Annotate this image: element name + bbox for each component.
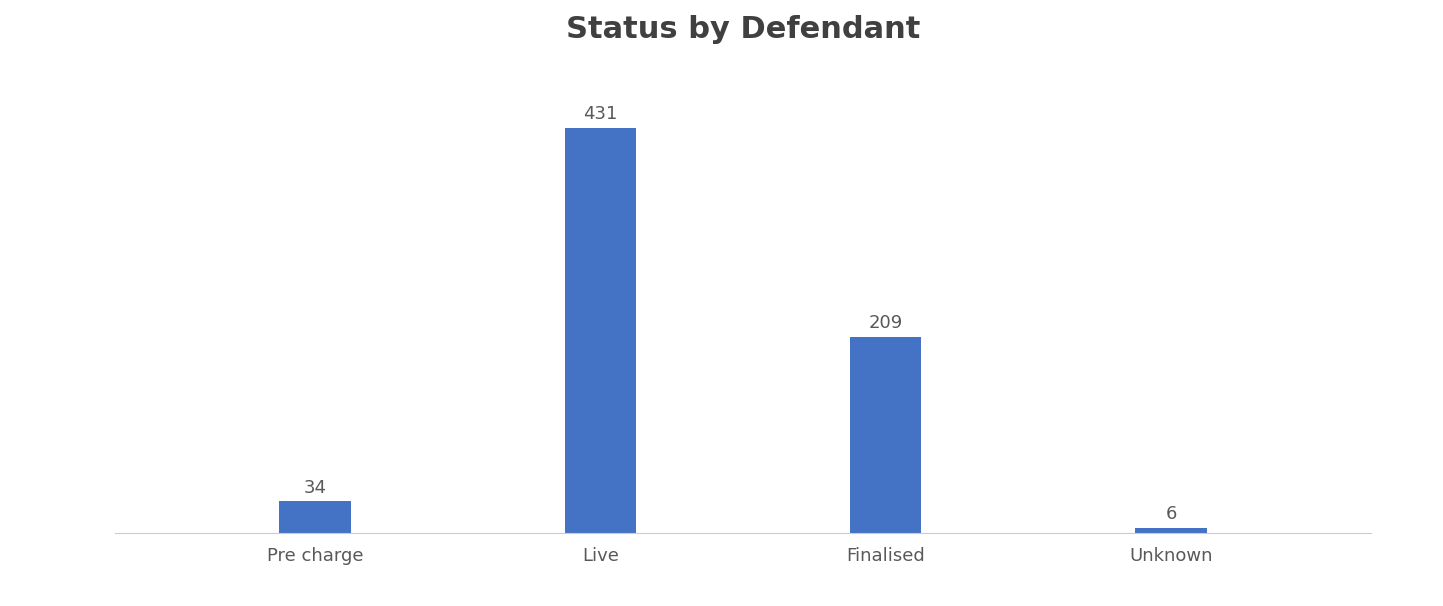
Text: 34: 34 <box>303 479 326 497</box>
Bar <box>564 128 636 533</box>
Title: Status by Defendant: Status by Defendant <box>566 15 921 44</box>
Text: 6: 6 <box>1166 505 1177 523</box>
Bar <box>1136 528 1206 533</box>
Text: 209: 209 <box>869 314 903 332</box>
Bar <box>850 337 922 533</box>
Text: 431: 431 <box>583 105 618 124</box>
Bar <box>280 501 351 533</box>
